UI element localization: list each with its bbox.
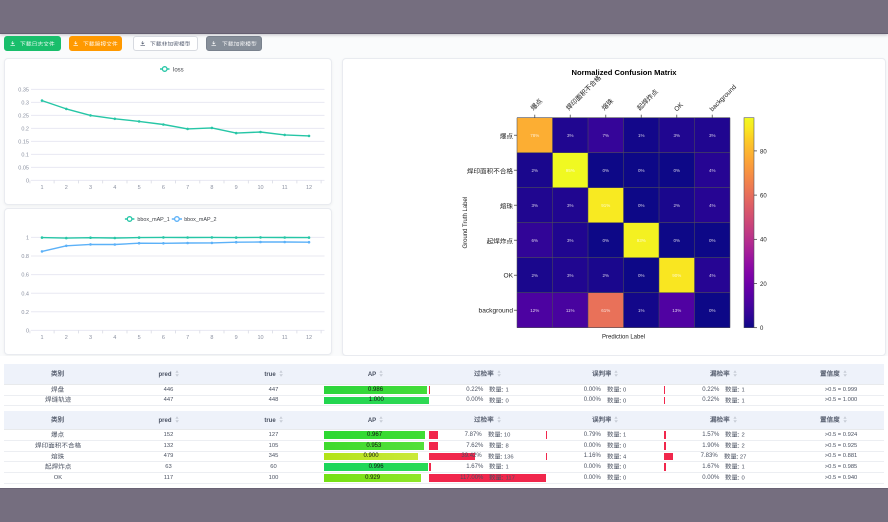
svg-text:7: 7 xyxy=(186,335,189,341)
svg-text:0: 0 xyxy=(760,326,764,332)
svg-text:90%: 90% xyxy=(672,273,681,278)
svg-text:0%: 0% xyxy=(638,273,645,278)
svg-text:9: 9 xyxy=(235,335,238,341)
svg-text:background: background xyxy=(479,308,514,315)
svg-text:7: 7 xyxy=(186,185,189,191)
svg-text:95%: 95% xyxy=(566,168,575,173)
svg-text:0%: 0% xyxy=(709,308,716,313)
svg-text:60: 60 xyxy=(760,194,767,200)
svg-text:0: 0 xyxy=(26,329,29,335)
svg-text:Ground Truth Label: Ground Truth Label xyxy=(463,197,469,249)
svg-text:3: 3 xyxy=(89,335,92,341)
svg-text:78%: 78% xyxy=(530,133,539,138)
svg-text:1%: 1% xyxy=(638,133,645,138)
svg-text:3%: 3% xyxy=(567,238,574,243)
svg-text:7%: 7% xyxy=(603,133,610,138)
svg-text:3%: 3% xyxy=(709,133,716,138)
svg-text:OK: OK xyxy=(503,273,513,280)
svg-text:12: 12 xyxy=(306,185,312,191)
svg-text:1: 1 xyxy=(40,185,43,191)
svg-text:0.3: 0.3 xyxy=(21,101,29,107)
svg-text:3%: 3% xyxy=(674,133,681,138)
svg-text:5: 5 xyxy=(138,335,141,341)
svg-text:61%: 61% xyxy=(601,308,610,313)
svg-text:0.05: 0.05 xyxy=(18,166,29,172)
svg-text:13%: 13% xyxy=(672,308,681,313)
svg-text:11: 11 xyxy=(282,185,288,191)
svg-text:3%: 3% xyxy=(567,273,574,278)
svg-text:4%: 4% xyxy=(709,273,716,278)
svg-text:0%: 0% xyxy=(603,238,610,243)
svg-text:0%: 0% xyxy=(674,168,681,173)
svg-text:8: 8 xyxy=(210,185,213,191)
svg-text:0.35: 0.35 xyxy=(18,88,29,94)
svg-text:0.6: 0.6 xyxy=(21,273,29,279)
svg-text:bbox_mAP_2: bbox_mAP_2 xyxy=(184,217,216,223)
svg-text:3%: 3% xyxy=(567,133,574,138)
svg-text:0%: 0% xyxy=(638,203,645,208)
svg-text:0.4: 0.4 xyxy=(21,291,29,297)
svg-text:bbox_mAP_1: bbox_mAP_1 xyxy=(137,217,169,223)
svg-text:0%: 0% xyxy=(709,238,716,243)
svg-text:1: 1 xyxy=(26,236,29,242)
svg-text:0.2: 0.2 xyxy=(21,127,29,133)
svg-text:0.1: 0.1 xyxy=(21,153,29,159)
svg-text:6%: 6% xyxy=(532,238,539,243)
svg-text:11: 11 xyxy=(282,335,288,341)
svg-text:6: 6 xyxy=(162,335,165,341)
svg-text:3: 3 xyxy=(89,185,92,191)
svg-text:0.2: 0.2 xyxy=(21,310,29,316)
svg-text:background: background xyxy=(709,84,739,114)
svg-text:2%: 2% xyxy=(674,203,681,208)
svg-text:5: 5 xyxy=(138,185,141,191)
svg-text:6: 6 xyxy=(162,185,165,191)
svg-text:2%: 2% xyxy=(532,168,539,173)
svg-text:3%: 3% xyxy=(532,203,539,208)
svg-text:2: 2 xyxy=(65,335,68,341)
svg-text:1: 1 xyxy=(40,335,43,341)
svg-text:8: 8 xyxy=(210,335,213,341)
svg-text:0.15: 0.15 xyxy=(18,140,29,146)
svg-text:1%: 1% xyxy=(638,308,645,313)
svg-text:4: 4 xyxy=(113,335,116,341)
svg-text:4: 4 xyxy=(113,185,116,191)
svg-text:2: 2 xyxy=(65,185,68,191)
svg-text:0: 0 xyxy=(26,179,29,185)
svg-text:0%: 0% xyxy=(638,168,645,173)
svg-text:0%: 0% xyxy=(674,238,681,243)
svg-text:0.8: 0.8 xyxy=(21,254,29,260)
svg-text:Normalized Confusion Matrix: Normalized Confusion Matrix xyxy=(571,68,677,77)
svg-text:4%: 4% xyxy=(709,203,716,208)
svg-text:2%: 2% xyxy=(603,273,610,278)
svg-text:40: 40 xyxy=(760,238,767,244)
svg-text:loss: loss xyxy=(173,67,184,73)
svg-text:93%: 93% xyxy=(637,238,646,243)
svg-text:Prediction Label: Prediction Label xyxy=(602,335,645,341)
svg-text:2%: 2% xyxy=(532,273,539,278)
svg-text:20: 20 xyxy=(760,282,767,288)
svg-text:OK: OK xyxy=(673,101,685,113)
svg-text:80: 80 xyxy=(760,149,767,155)
svg-text:9: 9 xyxy=(235,185,238,191)
svg-text:10: 10 xyxy=(257,335,263,341)
svg-text:0.25: 0.25 xyxy=(18,114,29,120)
svg-text:12%: 12% xyxy=(530,308,539,313)
svg-text:12: 12 xyxy=(306,335,312,341)
svg-text:4%: 4% xyxy=(709,168,716,173)
svg-text:91%: 91% xyxy=(601,203,610,208)
svg-text:0%: 0% xyxy=(603,168,610,173)
svg-text:11%: 11% xyxy=(566,308,575,313)
svg-text:10: 10 xyxy=(257,185,263,191)
svg-text:3%: 3% xyxy=(567,203,574,208)
